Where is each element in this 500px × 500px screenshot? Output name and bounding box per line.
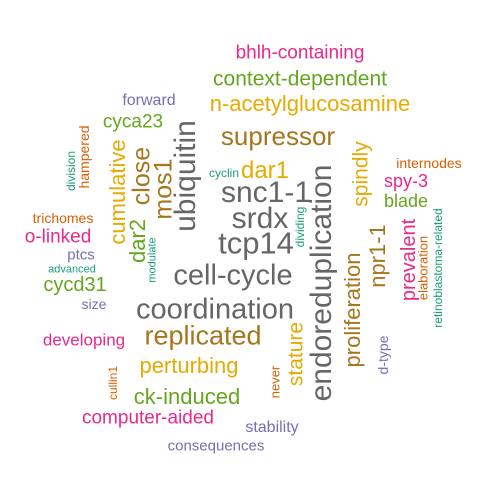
word-mos1: mos1 (149, 158, 178, 220)
word-forward: forward (122, 92, 176, 109)
word-stability: stability (245, 419, 299, 436)
word-hampered: hampered (76, 125, 92, 189)
word-snc1-1: snc1-1 (220, 176, 312, 209)
word-size: size (81, 296, 107, 312)
word-ptcs: ptcs (67, 246, 95, 264)
word-trichomes: trichomes (32, 210, 94, 226)
word-proliferation: proliferation (340, 252, 365, 368)
word-dividing: dividing (293, 206, 307, 248)
word-supressor: supressor (220, 121, 336, 151)
word-d-type: d-type (375, 335, 391, 375)
word-coordination: coordination (136, 293, 294, 326)
word-bhlh-containing: bhlh-containing (235, 42, 365, 64)
word-tcp14: tcp14 (218, 225, 294, 261)
word-developing: developing (42, 330, 126, 350)
word-never: never (267, 365, 283, 399)
word-blade: blade (383, 191, 429, 211)
word-consequences: consequences (167, 437, 265, 455)
word-cyclin: cyclin (208, 166, 240, 180)
word-spy-3: spy-3 (383, 171, 429, 191)
word-elaboration: elaboration (415, 235, 431, 301)
word-perturbing: perturbing (139, 353, 239, 378)
word-division: division (64, 150, 78, 192)
word-dar1: dar1 (240, 157, 290, 184)
word-computer-aided: computer-aided (81, 407, 215, 429)
word-context-dependent: context-dependent (213, 67, 387, 91)
word-o-linked: o-linked (24, 226, 92, 248)
word-retinoblastoma-related: retinoblastoma-related (431, 208, 445, 328)
word-endoreduplication: endoreduplication (305, 164, 338, 402)
word-advanced: advanced (48, 263, 96, 276)
word-ck-induced: ck-induced (133, 384, 241, 409)
word-cell-cycle: cell-cycle (173, 259, 293, 292)
word-spindly: spindly (349, 141, 373, 207)
word-internodes: internodes (396, 155, 462, 171)
word-npr1-1: npr1-1 (365, 224, 390, 288)
word-stature: stature (284, 321, 308, 387)
word-cyca23: cyca23 (102, 111, 164, 133)
word-n-acetylglucosamine: n-acetylglucosamine (209, 91, 411, 116)
word-srdx: srdx (231, 202, 289, 235)
word-cycd31: cycd31 (43, 274, 107, 296)
word-cullin1: cullin1 (106, 365, 120, 401)
word-modulate: modulate (146, 237, 159, 283)
word-replicated: replicated (144, 320, 262, 351)
